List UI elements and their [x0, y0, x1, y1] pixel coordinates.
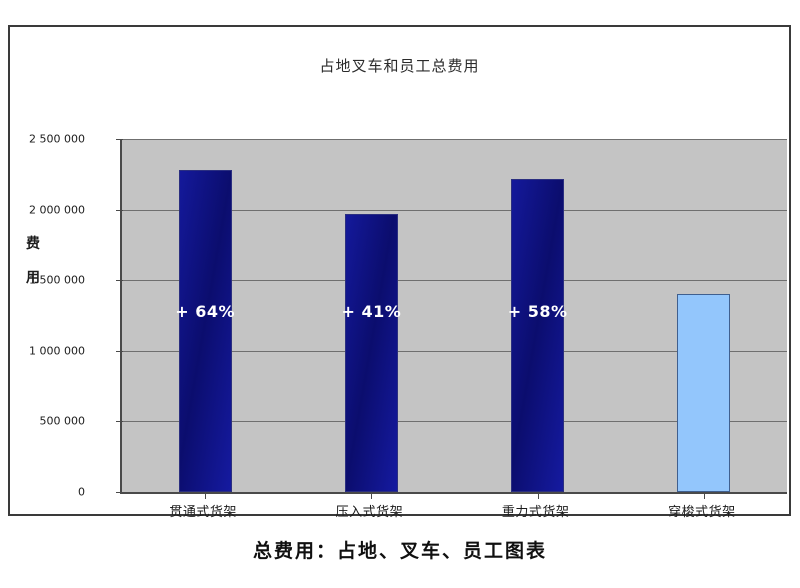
y-axis-title-char-2: 用 — [26, 270, 40, 286]
figure-caption: 总费用：占地、叉车、员工图表 — [252, 540, 547, 562]
bar-2: + 41% — [341, 213, 401, 492]
gridline — [122, 350, 787, 352]
x-tick-mark — [205, 492, 207, 499]
category-label-4: 穿梭式货架 — [668, 505, 736, 520]
bar-value-label: + 64% — [175, 302, 236, 321]
y-tick-label: 1 000 000 — [29, 344, 85, 358]
gridline — [122, 280, 787, 282]
bar-4 — [677, 294, 731, 492]
plot-area: + 64% + 41% + 58% — [116, 139, 787, 499]
y-tick-mark — [116, 492, 123, 493]
y-tick-mark — [116, 350, 123, 352]
chart-card: 占地叉车和员工总费用 费 用 mpm. Intelligent Shuttle … — [8, 25, 791, 520]
gridline — [122, 421, 787, 423]
y-axis-title: 费 用 — [20, 227, 46, 295]
y-tick-mark — [116, 209, 123, 211]
bar-value-label: + 58% — [507, 302, 568, 321]
y-tick-mark — [116, 280, 123, 282]
category-label-3: 重力式货架 — [501, 505, 570, 520]
bar-3: + 58% — [508, 178, 567, 492]
bar-1: + 64% — [175, 170, 235, 492]
y-tick-label: 500 000 — [39, 414, 86, 428]
gridline — [122, 209, 787, 211]
x-tick-mark — [537, 492, 539, 499]
y-tick-label: 2 500 000 — [29, 132, 85, 146]
y-tick-label: 1 500 000 — [29, 273, 85, 287]
y-tick-mark — [116, 139, 123, 140]
y-tick-label: 2 000 000 — [29, 203, 85, 217]
category-label-2: 压入式货架 — [335, 505, 404, 520]
x-tick-mark — [371, 492, 373, 499]
chart-title: 占地叉车和员工总费用 — [319, 57, 480, 75]
x-tick-mark — [703, 492, 705, 499]
y-axis-title-char-1: 费 — [26, 236, 40, 252]
y-tick-mark — [116, 421, 123, 423]
gridline — [122, 139, 787, 140]
category-label-1: 贯通式货架 — [169, 505, 237, 520]
bar-value-label: + 41% — [341, 302, 402, 321]
y-tick-label: 0 — [78, 485, 85, 499]
